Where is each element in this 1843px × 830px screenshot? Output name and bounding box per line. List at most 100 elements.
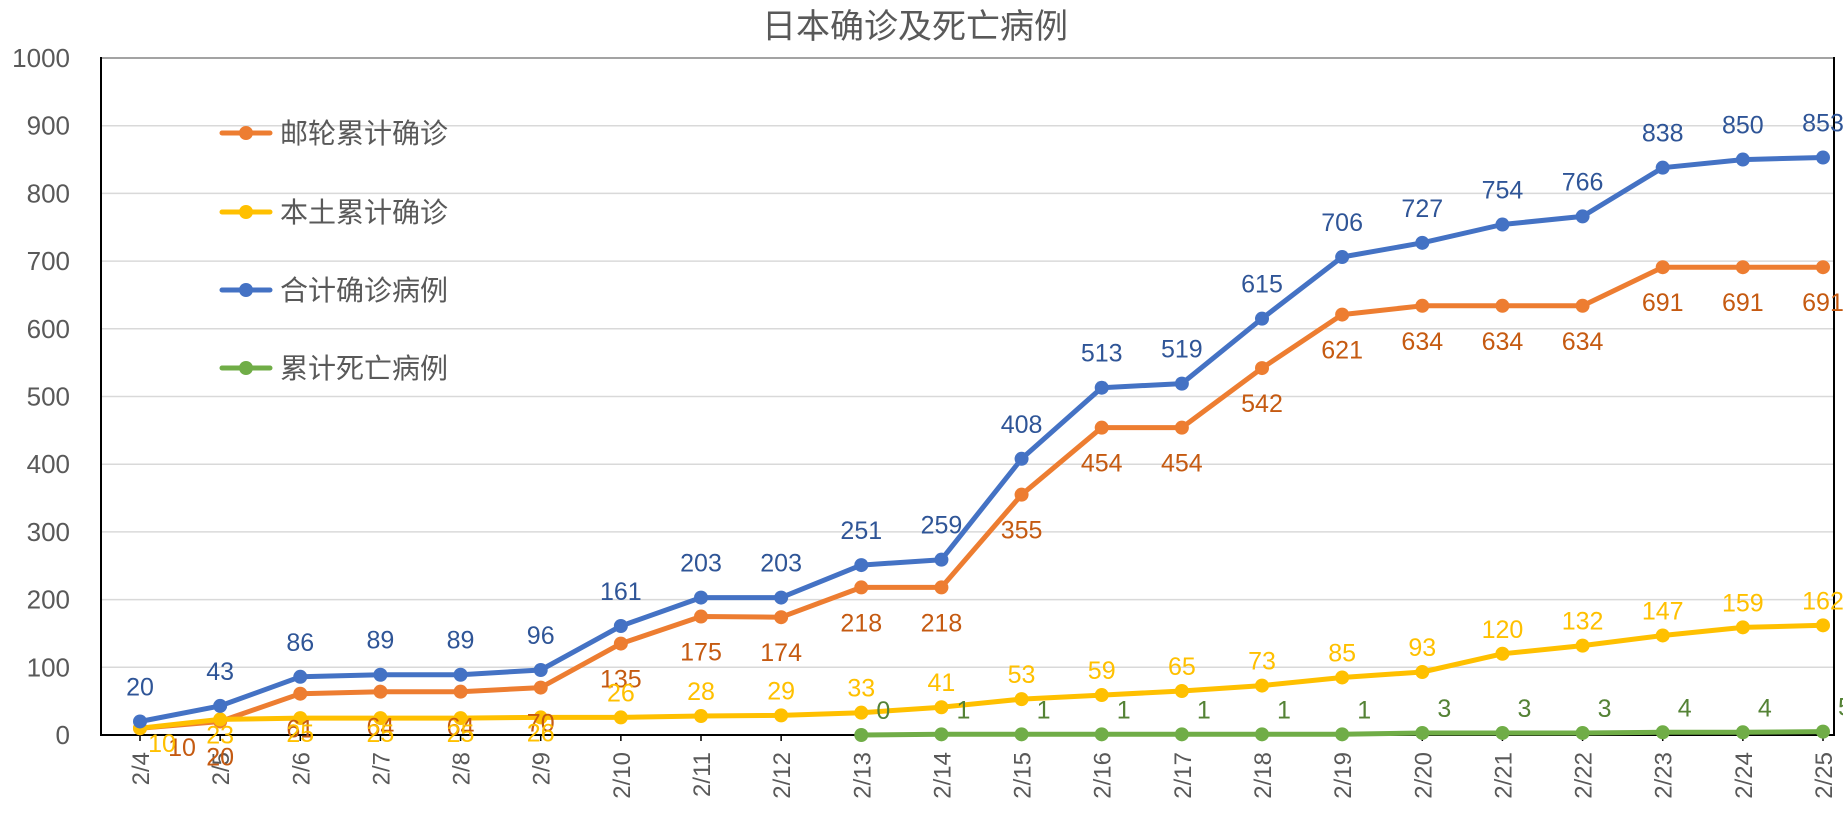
data-point xyxy=(1174,376,1189,391)
data-point xyxy=(1655,725,1670,740)
data-point xyxy=(453,711,468,726)
data-label: 3 xyxy=(1517,695,1531,723)
data-label: 691 xyxy=(1722,289,1764,317)
data-point xyxy=(373,667,388,682)
x-tick-label: 2/7 xyxy=(368,752,395,785)
data-label: 23 xyxy=(206,721,234,749)
x-tick-label: 2/17 xyxy=(1170,752,1197,799)
data-point xyxy=(1495,725,1510,740)
series-line xyxy=(137,622,1826,731)
data-point xyxy=(213,712,228,727)
data-point xyxy=(533,710,548,725)
data-label: 85 xyxy=(1328,639,1356,667)
y-tick-label: 700 xyxy=(27,246,70,276)
data-point xyxy=(1014,487,1029,502)
data-label: 853 xyxy=(1802,110,1843,138)
x-tick-label: 2/14 xyxy=(929,752,956,799)
data-label: 1 xyxy=(1117,696,1131,724)
data-label: 10 xyxy=(168,734,196,762)
data-point xyxy=(934,700,949,715)
legend-marker xyxy=(239,361,253,375)
series-line xyxy=(137,264,1826,731)
data-point xyxy=(1094,688,1109,703)
data-label: 1 xyxy=(1197,696,1211,724)
y-tick-label: 100 xyxy=(27,652,70,682)
data-label: 26 xyxy=(527,719,555,747)
x-tick-label: 2/23 xyxy=(1651,752,1678,799)
data-point xyxy=(774,610,789,625)
x-tick-label: 2/11 xyxy=(689,752,716,797)
data-label: 634 xyxy=(1401,328,1443,356)
x-tick-label: 2/9 xyxy=(529,752,556,785)
data-label: 161 xyxy=(600,578,642,606)
data-label: 96 xyxy=(527,622,555,650)
data-point xyxy=(934,580,949,595)
data-label: 408 xyxy=(1001,411,1043,439)
data-point xyxy=(854,580,869,595)
x-tick-label: 2/8 xyxy=(449,752,476,785)
data-label: 70 xyxy=(527,710,555,738)
data-point xyxy=(1816,724,1830,739)
data-point xyxy=(1575,638,1590,653)
data-point xyxy=(613,636,628,651)
data-point xyxy=(373,684,388,699)
x-tick-label: 2/12 xyxy=(769,752,796,799)
data-label: 61 xyxy=(286,716,314,744)
data-label: 727 xyxy=(1401,195,1443,223)
data-point xyxy=(213,698,228,713)
series-group xyxy=(133,150,1830,742)
data-point xyxy=(1255,678,1269,693)
data-label: 25 xyxy=(367,720,395,748)
data-label: 634 xyxy=(1562,328,1604,356)
data-label: 838 xyxy=(1642,120,1684,148)
data-label: 1 xyxy=(956,696,970,724)
y-tick-label: 0 xyxy=(56,720,70,750)
y-tick-label: 400 xyxy=(27,449,70,479)
data-point xyxy=(1495,646,1510,661)
data-point xyxy=(774,708,789,723)
data-label: 203 xyxy=(680,550,722,578)
data-label: 120 xyxy=(1482,616,1524,644)
data-point xyxy=(373,711,388,726)
data-label: 706 xyxy=(1321,209,1363,237)
data-label: 135 xyxy=(600,666,642,694)
data-point xyxy=(934,727,949,742)
data-point xyxy=(533,680,548,695)
data-label: 513 xyxy=(1081,340,1123,368)
x-tick-label: 2/21 xyxy=(1490,752,1517,799)
data-label: 29 xyxy=(767,677,795,705)
data-point xyxy=(1255,727,1269,742)
data-point xyxy=(1735,152,1750,167)
data-label: 1 xyxy=(1357,696,1371,724)
data-point xyxy=(1094,380,1109,395)
data-point xyxy=(1174,420,1189,435)
y-tick-label: 600 xyxy=(27,314,70,344)
x-tick-label: 2/16 xyxy=(1090,752,1117,799)
x-tick-label: 2/20 xyxy=(1410,752,1437,799)
data-point xyxy=(1495,217,1510,232)
data-point xyxy=(1816,618,1830,633)
data-label: 615 xyxy=(1241,271,1283,299)
series-1 xyxy=(133,260,1830,736)
series-4 xyxy=(854,724,1830,742)
legend-item: 邮轮累计确诊 xyxy=(219,117,448,150)
data-label: 132 xyxy=(1562,608,1604,636)
legend-label: 累计死亡病例 xyxy=(280,352,448,385)
data-label: 519 xyxy=(1161,336,1203,364)
y-tick-label: 800 xyxy=(27,178,70,208)
data-point xyxy=(1255,361,1269,376)
data-point xyxy=(293,711,308,726)
data-label: 33 xyxy=(847,675,875,703)
data-point xyxy=(1655,628,1670,643)
data-point xyxy=(1014,451,1029,466)
data-point xyxy=(1575,725,1590,740)
data-label: 1 xyxy=(1037,696,1051,724)
data-point xyxy=(1415,725,1430,740)
data-label: 691 xyxy=(1802,289,1843,317)
data-point xyxy=(1735,260,1750,275)
data-label: 147 xyxy=(1642,597,1684,625)
data-label: 175 xyxy=(680,639,722,667)
data-point xyxy=(1735,725,1750,740)
legend-marker xyxy=(239,283,253,297)
